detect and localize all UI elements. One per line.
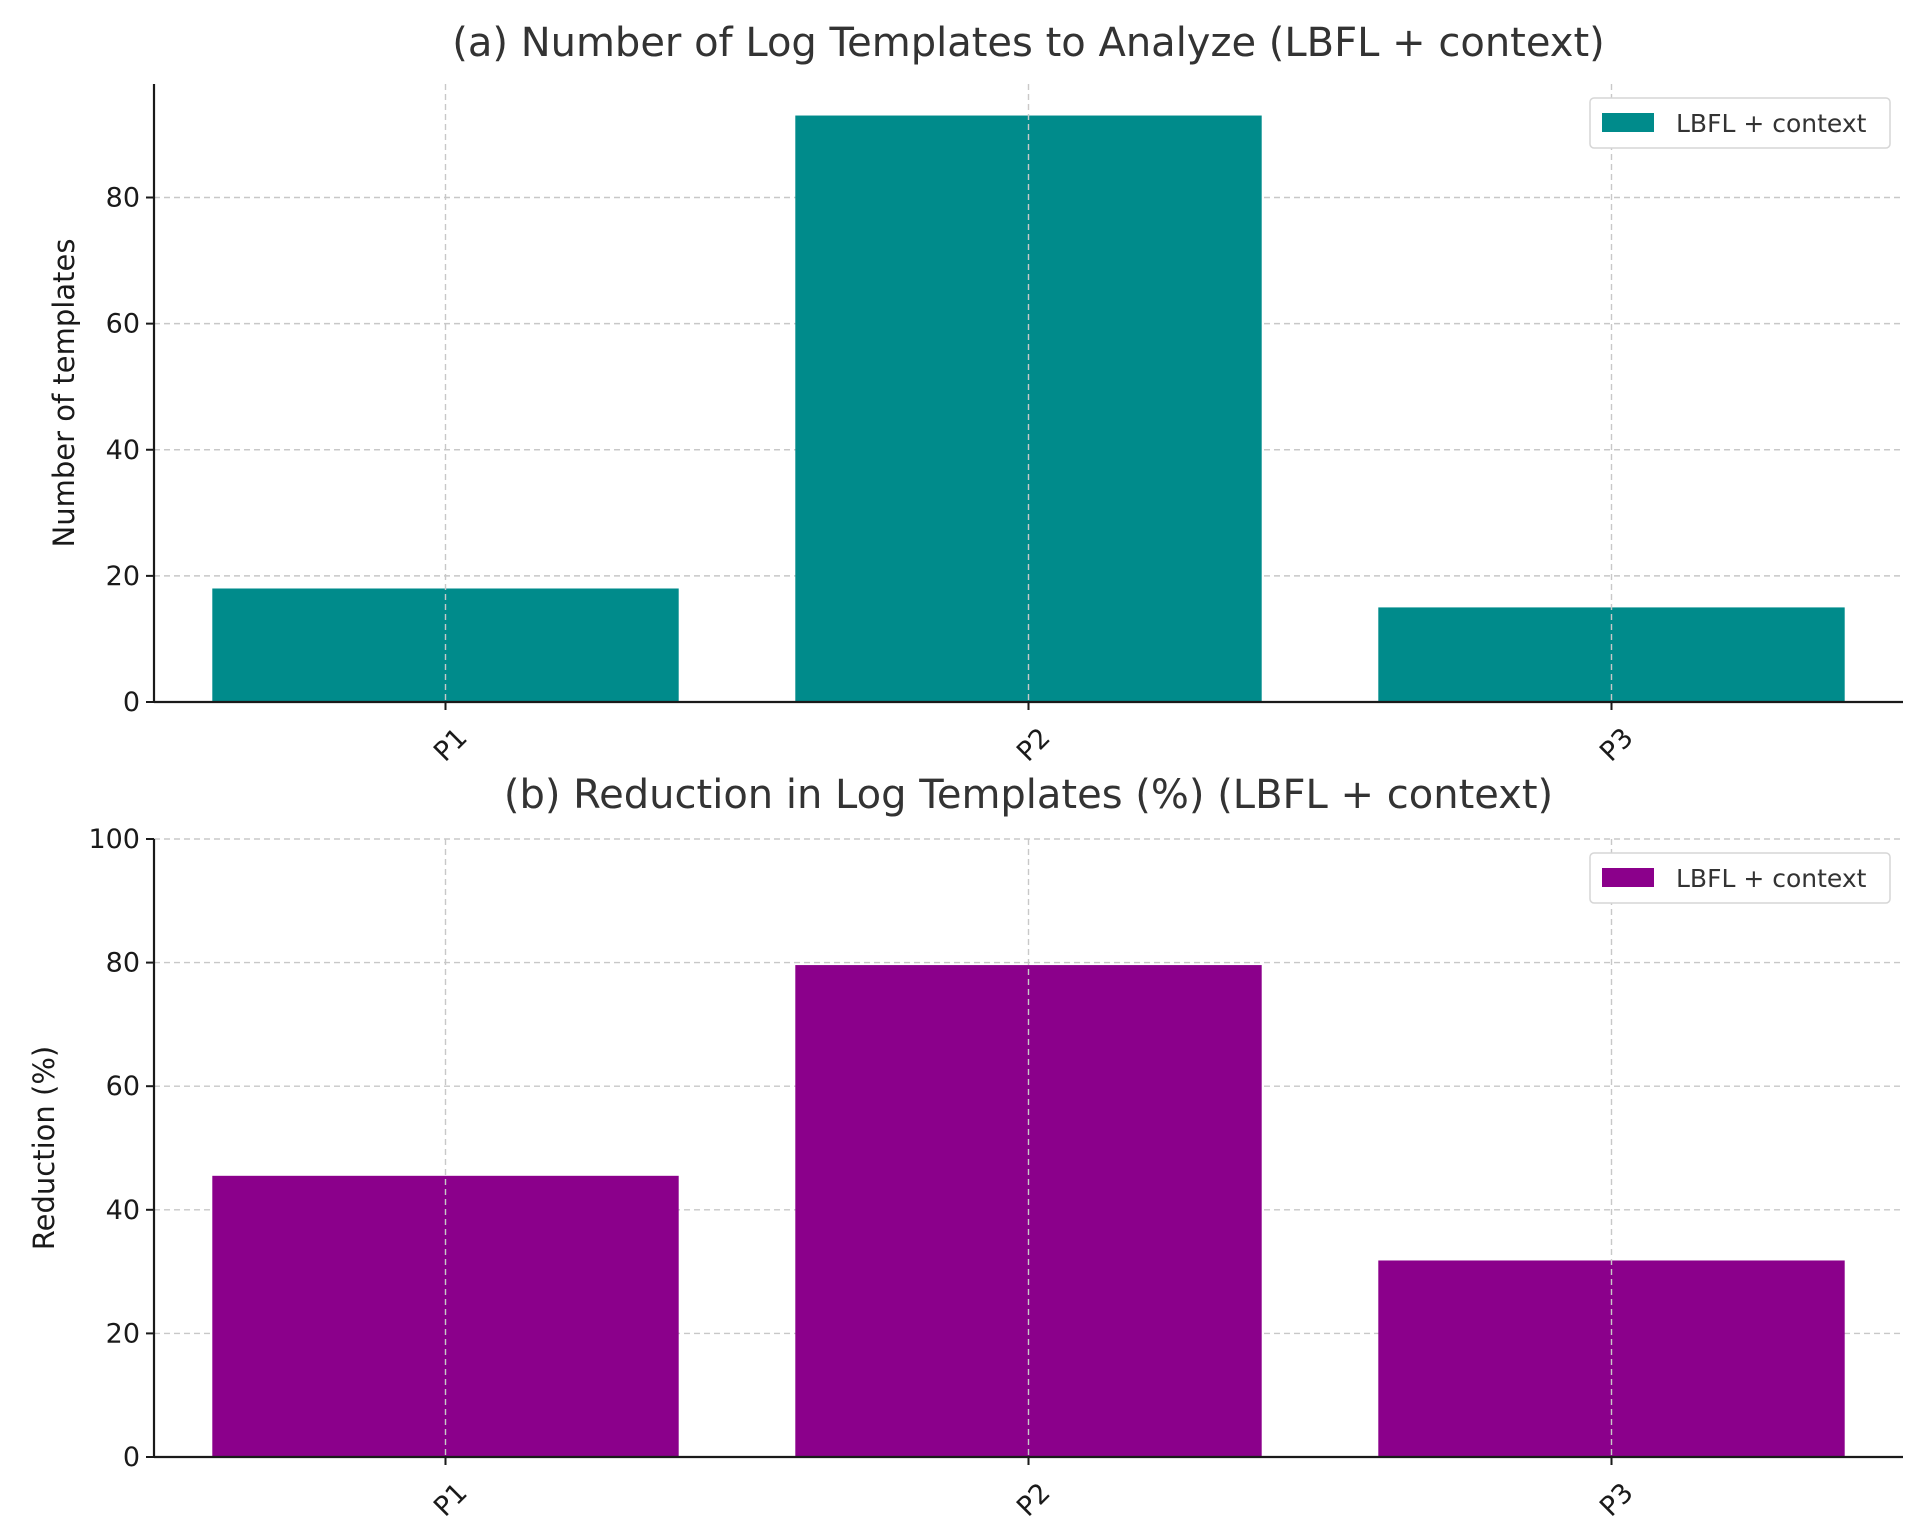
- legend-label: LBFL + context: [1676, 864, 1867, 893]
- legend: LBFL + context: [1589, 852, 1891, 904]
- x-tick-label: P2: [1011, 722, 1057, 768]
- x-tick-label: P1: [428, 1477, 474, 1523]
- y-tick-label: 80: [106, 183, 140, 214]
- y-tick-label: 20: [106, 1318, 140, 1349]
- legend-box: [1589, 852, 1891, 904]
- y-tick-label: 40: [106, 1195, 140, 1226]
- y-tick-label: 60: [106, 1071, 140, 1102]
- legend-box: [1589, 97, 1891, 149]
- chart-title: (b) Reduction in Log Templates (%) (LBFL…: [504, 772, 1553, 818]
- x-tick-label: P2: [1011, 1477, 1057, 1523]
- chart-panel-b: (b) Reduction in Log Templates (%) (LBFL…: [27, 772, 1903, 1523]
- y-tick-label: 0: [123, 687, 140, 718]
- y-axis-label: Reduction (%): [27, 1046, 61, 1250]
- y-tick-label: 0: [123, 1442, 140, 1473]
- y-tick-label: 20: [106, 561, 140, 592]
- x-tick-label: P3: [1594, 1477, 1640, 1523]
- y-tick-label: 100: [88, 824, 140, 855]
- y-tick-label: 40: [106, 435, 140, 466]
- y-tick-label: 60: [106, 309, 140, 340]
- x-tick-label: P1: [428, 722, 474, 768]
- legend-swatch: [1602, 113, 1654, 132]
- chart-panel-a: (a) Number of Log Templates to Analyze (…: [47, 20, 1903, 768]
- x-tick-label: P3: [1594, 722, 1640, 768]
- legend-swatch: [1602, 868, 1654, 887]
- legend-label: LBFL + context: [1676, 109, 1867, 138]
- legend: LBFL + context: [1589, 97, 1891, 149]
- y-axis-label: Number of templates: [47, 239, 81, 548]
- y-tick-label: 80: [106, 948, 140, 979]
- chart-title: (a) Number of Log Templates to Analyze (…: [452, 20, 1604, 66]
